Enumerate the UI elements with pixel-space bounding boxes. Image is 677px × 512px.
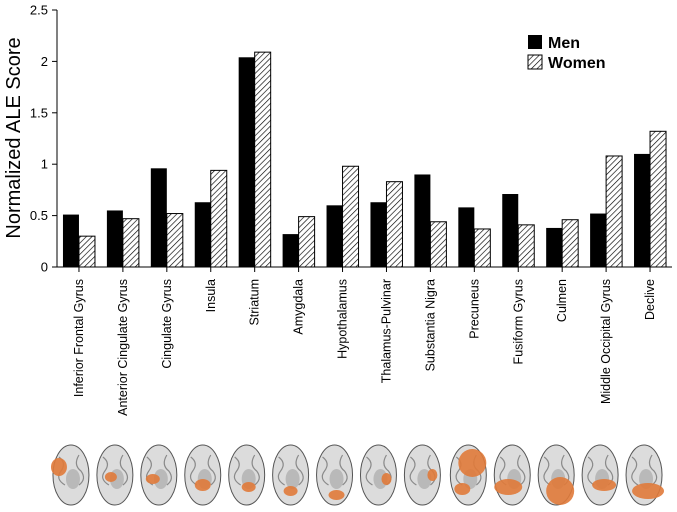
brain-slice-image bbox=[449, 444, 487, 506]
brain-slice-image bbox=[228, 444, 266, 506]
activation-highlight bbox=[592, 479, 617, 491]
category-label: Cingulate Gyrus bbox=[160, 279, 174, 369]
category-label: Amygdala bbox=[292, 279, 306, 335]
category-label: Substantia Nigra bbox=[423, 279, 437, 371]
brain-slice-image bbox=[140, 444, 178, 506]
legend-label-men: Men bbox=[548, 35, 580, 52]
category-label: Middle Occipital Gyrus bbox=[599, 279, 613, 404]
y-axis-title: Normalized ALE Score bbox=[3, 37, 25, 238]
brain-slice-image bbox=[96, 444, 134, 506]
bar-men bbox=[370, 202, 387, 267]
legend-label-women: Women bbox=[548, 55, 605, 72]
brain-slice-image bbox=[403, 444, 441, 506]
bar-women bbox=[517, 224, 535, 268]
bar-women bbox=[210, 169, 228, 268]
category-label: Inferior Frontal Gyrus bbox=[72, 279, 86, 397]
activation-highlight bbox=[546, 477, 575, 505]
activation-highlight bbox=[145, 474, 160, 484]
bar-women bbox=[429, 221, 447, 268]
activation-highlight bbox=[427, 469, 438, 481]
brain-slice-image bbox=[316, 444, 354, 506]
bar-men bbox=[634, 153, 651, 267]
y-tick-label: 1 bbox=[41, 157, 48, 172]
brain-slice-image bbox=[272, 444, 310, 506]
activation-highlight bbox=[632, 483, 665, 499]
bar-women bbox=[166, 213, 184, 268]
bar-men bbox=[150, 168, 167, 267]
bar-men bbox=[590, 213, 607, 267]
brain-slice-image bbox=[581, 444, 619, 506]
y-tick-label: 2.5 bbox=[30, 3, 48, 18]
bar-men bbox=[194, 202, 211, 267]
category-labels: Inferior Frontal Gyrus Anterior Cingulate… bbox=[72, 267, 657, 416]
activation-highlight bbox=[50, 458, 67, 476]
bar-women bbox=[605, 155, 623, 268]
bar-men bbox=[414, 174, 431, 267]
category-label: Precuneus bbox=[467, 279, 481, 339]
bar-women bbox=[122, 218, 140, 268]
category-label: Insula bbox=[204, 279, 218, 312]
brain-slice-image bbox=[493, 444, 531, 506]
activation-highlight bbox=[494, 479, 523, 495]
brain-slice-image bbox=[359, 444, 397, 506]
brain-slice-image bbox=[537, 444, 575, 506]
brain-slice-image bbox=[184, 444, 222, 506]
y-tick-label: 0 bbox=[41, 260, 48, 275]
activation-highlight bbox=[454, 483, 471, 495]
bar-men bbox=[546, 227, 563, 267]
activation-highlight bbox=[458, 449, 487, 477]
legend-swatch-men bbox=[528, 35, 542, 49]
activation-highlight bbox=[241, 482, 256, 492]
bar-men bbox=[238, 57, 255, 268]
activation-highlight bbox=[328, 490, 345, 500]
activation-highlight bbox=[194, 479, 211, 491]
brain-slice-images bbox=[50, 444, 665, 506]
category-label: Striatum bbox=[248, 279, 262, 326]
brain-slice-image bbox=[50, 444, 90, 506]
bar-men bbox=[62, 214, 79, 267]
category-label: Culmen bbox=[555, 279, 569, 322]
bar-women bbox=[298, 216, 316, 268]
category-label: Hypothalamus bbox=[336, 279, 350, 359]
y-tick-label: 2 bbox=[41, 54, 48, 69]
legend: Men Women bbox=[527, 35, 605, 72]
y-tick-label: 1.5 bbox=[30, 105, 48, 120]
bar-women bbox=[649, 130, 667, 268]
activation-highlight bbox=[381, 473, 392, 485]
bar-men bbox=[106, 210, 123, 267]
bar-women bbox=[473, 228, 491, 268]
activation-highlight bbox=[104, 472, 117, 482]
bars bbox=[62, 51, 667, 268]
category-label: Thalamus-Pulvinar bbox=[379, 279, 393, 383]
bar-men bbox=[282, 234, 299, 267]
bar-women bbox=[561, 219, 579, 268]
legend-swatch-women bbox=[527, 54, 543, 70]
bar-men bbox=[502, 194, 519, 267]
bar-women bbox=[385, 181, 403, 268]
category-label: Anterior Cingulate Gyrus bbox=[116, 279, 130, 416]
brain-slice-image bbox=[625, 444, 665, 506]
bar-women bbox=[254, 51, 272, 268]
bar-men bbox=[326, 205, 343, 267]
y-ticks: 0 0.5 1 1.5 2 2.5 bbox=[30, 3, 57, 275]
bar-women bbox=[78, 235, 96, 268]
y-tick-label: 0.5 bbox=[30, 208, 48, 223]
bar-men bbox=[458, 207, 475, 267]
category-label: Fusiform Gyrus bbox=[511, 279, 525, 364]
activation-highlight bbox=[283, 486, 298, 496]
category-label: Declive bbox=[643, 279, 657, 320]
bar-women bbox=[342, 165, 360, 268]
